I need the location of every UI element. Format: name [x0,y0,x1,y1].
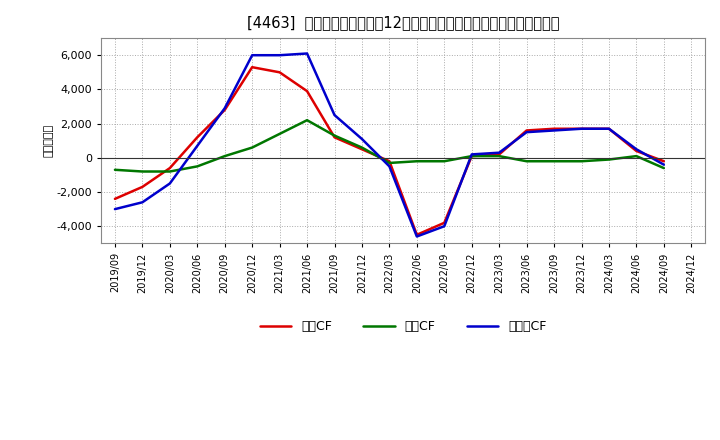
フリーCF [302,51,311,56]
営業CF [605,126,613,132]
営業CF [138,184,147,190]
フリーCF [495,150,503,155]
フリーCF [660,162,668,167]
営業CF [111,196,120,202]
投資CF [138,169,147,174]
フリーCF [467,152,476,157]
投資CF [385,160,394,165]
投資CF [440,158,449,164]
営業CF [660,158,668,164]
フリーCF [413,234,421,239]
投資CF [577,158,586,164]
投資CF [358,145,366,150]
Legend: 営業CF, 投資CF, フリーCF: 営業CF, 投資CF, フリーCF [255,315,552,338]
投資CF [248,145,256,150]
投資CF [166,169,174,174]
営業CF [577,126,586,132]
投資CF [275,131,284,136]
営業CF [220,107,229,113]
フリーCF [605,126,613,132]
フリーCF [385,164,394,169]
投資CF [632,154,641,159]
営業CF [522,128,531,133]
フリーCF [220,106,229,111]
投資CF [467,154,476,159]
投資CF [660,165,668,171]
営業CF [385,158,394,164]
フリーCF [166,181,174,186]
営業CF [467,154,476,159]
営業CF [166,165,174,171]
投資CF [220,154,229,159]
投資CF [522,158,531,164]
営業CF [495,152,503,157]
投資CF [330,133,339,138]
投資CF [193,164,202,169]
営業CF [248,65,256,70]
営業CF [193,135,202,140]
フリーCF [440,224,449,229]
営業CF [440,220,449,225]
Title: [4463]  キャッシュフローの12か月移動合計の対前年同期増減額の推移: [4463] キャッシュフローの12か月移動合計の対前年同期増減額の推移 [247,15,559,30]
営業CF [330,135,339,140]
投資CF [605,157,613,162]
営業CF [275,70,284,75]
営業CF [413,232,421,238]
営業CF [302,88,311,94]
フリーCF [111,206,120,212]
フリーCF [138,200,147,205]
Line: フリーCF: フリーCF [115,54,664,236]
フリーCF [330,113,339,118]
Y-axis label: （百万円）: （百万円） [44,124,54,157]
投資CF [302,117,311,123]
投資CF [495,154,503,159]
フリーCF [577,126,586,132]
投資CF [550,158,559,164]
フリーCF [193,143,202,148]
フリーCF [550,128,559,133]
投資CF [111,167,120,172]
フリーCF [248,52,256,58]
営業CF [550,126,559,132]
営業CF [358,147,366,152]
フリーCF [358,136,366,142]
フリーCF [275,52,284,58]
フリーCF [632,147,641,152]
フリーCF [522,129,531,135]
Line: 投資CF: 投資CF [115,120,664,172]
営業CF [632,148,641,154]
Line: 営業CF: 営業CF [115,67,664,235]
投資CF [413,158,421,164]
